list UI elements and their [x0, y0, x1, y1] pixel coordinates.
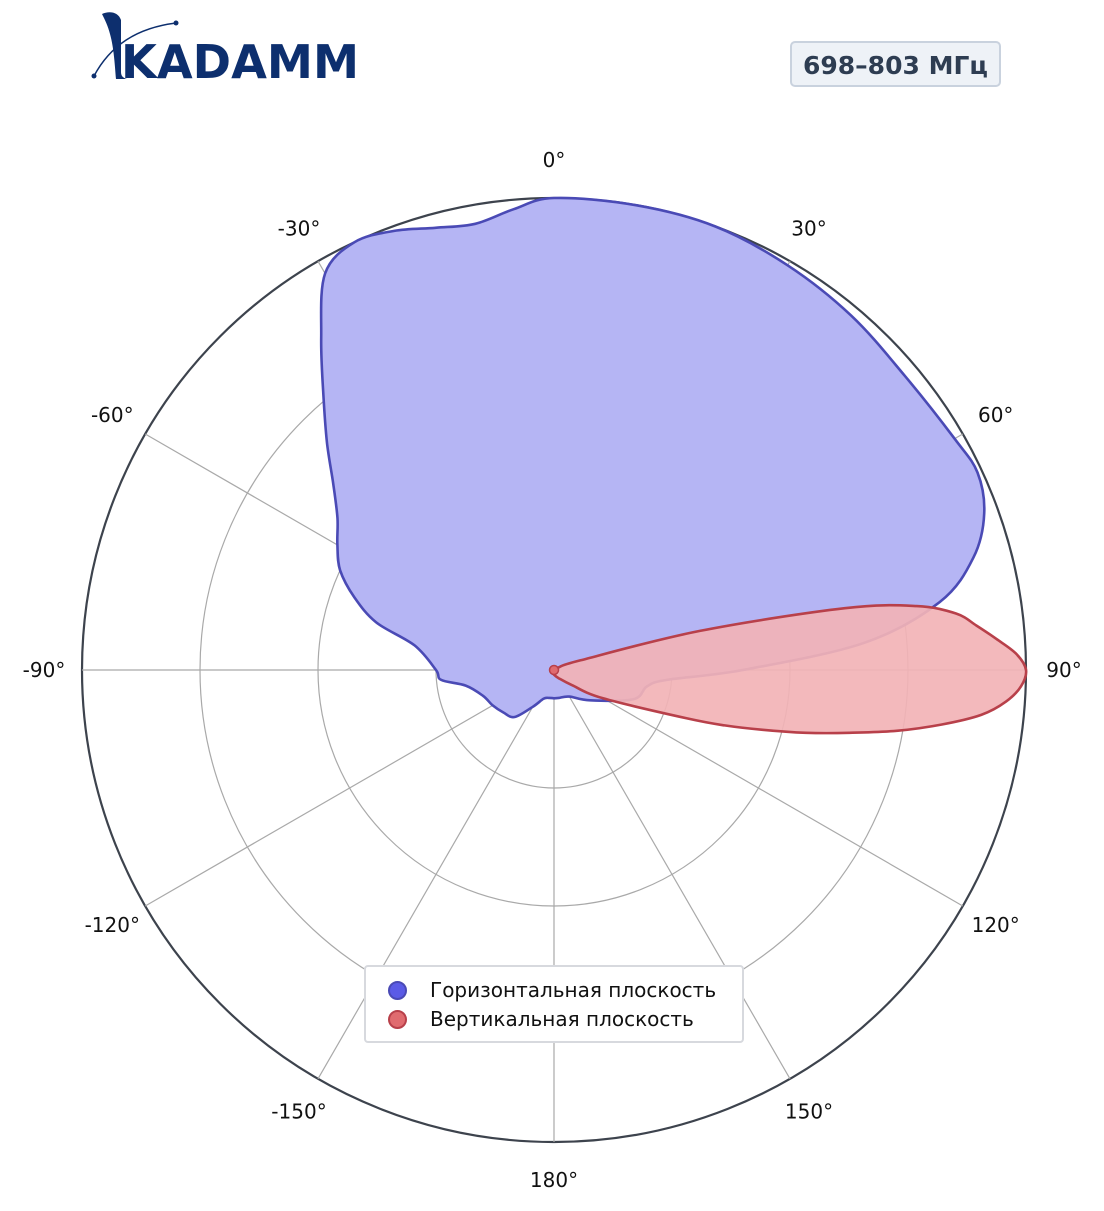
angle-tick-label: -30° — [278, 216, 321, 240]
angle-tick-label: -120° — [85, 913, 140, 937]
angular-grid-line — [317, 669, 555, 1080]
legend-item-vertical: Вертикальная плоскость — [388, 1005, 694, 1033]
legend-label-horizontal: Горизонтальная плоскость — [430, 978, 717, 1002]
logo-arc-dot-start — [91, 73, 97, 79]
angular-grid-line — [553, 669, 964, 907]
logo-arc-icon — [93, 22, 177, 77]
angle-tick-label: 90° — [1046, 658, 1081, 682]
angular-grid-line — [553, 669, 791, 1080]
legend-marker-horizontal — [388, 980, 407, 1000]
series-area-1 — [550, 603, 1028, 735]
angle-tick-label: -90° — [23, 658, 66, 682]
legend-item-horizontal: Горизонтальная плоскость — [388, 976, 716, 1004]
angle-tick-label: 120° — [972, 913, 1020, 937]
angle-tick-label: 0° — [543, 148, 566, 172]
legend-marker-vertical — [388, 1009, 407, 1029]
frequency-badge: 698–803 МГц — [790, 41, 1001, 87]
angle-tick-label: -150° — [271, 1100, 326, 1124]
series-area-0 — [319, 196, 986, 719]
legend-label-vertical: Вертикальная плоскость — [430, 1007, 694, 1031]
legend: Горизонтальная плоскость Вертикальная пл… — [364, 965, 744, 1043]
angular-grid-line — [144, 669, 555, 907]
angle-tick-label: 60° — [978, 403, 1013, 427]
angle-tick-label: 150° — [785, 1100, 833, 1124]
series-layer — [319, 196, 1028, 735]
angle-tick-label: -60° — [91, 403, 134, 427]
logo-swoosh-icon — [102, 12, 127, 79]
kadamm-logo: KADAMM — [91, 12, 359, 84]
angle-tick-labels: 0° 30° 60° 90° 120° 150° 180° -150° -120° -90° -60… — [23, 148, 1082, 1192]
angle-tick-label: 30° — [791, 216, 826, 240]
logo-wordmark: KADAMM — [121, 35, 359, 84]
center-point — [548, 664, 560, 676]
logo-arc-dot-end — [173, 20, 179, 26]
angle-tick-label: 180° — [530, 1168, 578, 1192]
